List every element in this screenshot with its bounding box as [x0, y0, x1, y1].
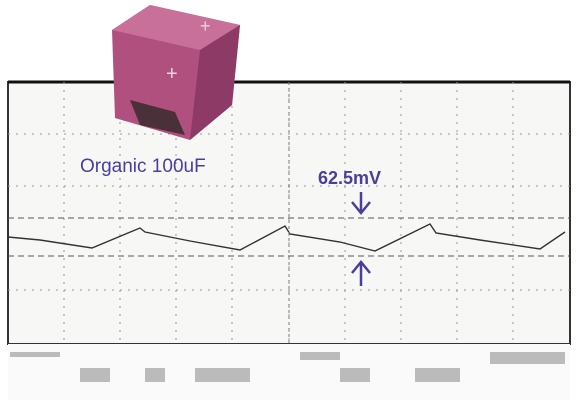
plus-mark: +	[200, 16, 211, 36]
ripple-arrows	[351, 192, 371, 286]
plus-mark: +	[166, 63, 178, 85]
capacitor-image: + +	[112, 5, 240, 140]
ripple-label: 62.5mV	[318, 168, 381, 188]
readout-blur	[10, 352, 565, 382]
ripple-trace	[7, 223, 566, 252]
capacitor-label: Organic 100uF	[80, 156, 206, 177]
